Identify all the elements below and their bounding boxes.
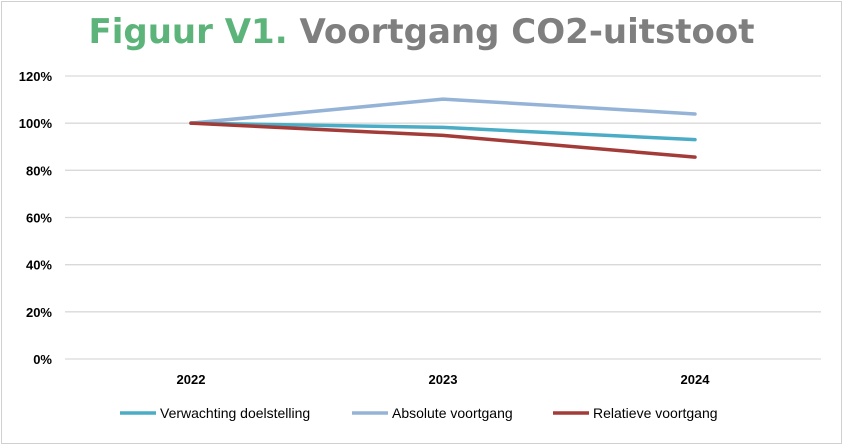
series-line-relatieve-voortgang xyxy=(189,121,697,159)
x-tick-label: 2024 xyxy=(681,372,711,387)
series-line-verwachting-doelstelling xyxy=(189,121,697,142)
chart-title-text: Voortgang CO2-uitstoot xyxy=(299,12,755,52)
x-tick-label: 2023 xyxy=(429,372,458,387)
legend-label: Verwachting doelstelling xyxy=(160,405,310,421)
legend-label: Relatieve voortgang xyxy=(593,405,718,421)
y-tick-label: 40% xyxy=(26,258,52,273)
series-line-absolute-voortgang xyxy=(189,97,697,125)
chart-title: Figuur V1. Voortgang CO2-uitstoot xyxy=(0,12,843,52)
legend-label: Absolute voortgang xyxy=(392,405,513,421)
y-tick-label: 120% xyxy=(19,69,53,84)
y-tick-label: 20% xyxy=(26,305,52,320)
x-tick-label: 2022 xyxy=(177,372,206,387)
y-tick-label: 0% xyxy=(33,352,52,367)
y-tick-label: 100% xyxy=(19,116,53,131)
y-tick-label: 60% xyxy=(26,211,52,226)
y-tick-label: 80% xyxy=(26,163,52,178)
chart-title-prefix: Figuur V1. xyxy=(88,12,288,52)
